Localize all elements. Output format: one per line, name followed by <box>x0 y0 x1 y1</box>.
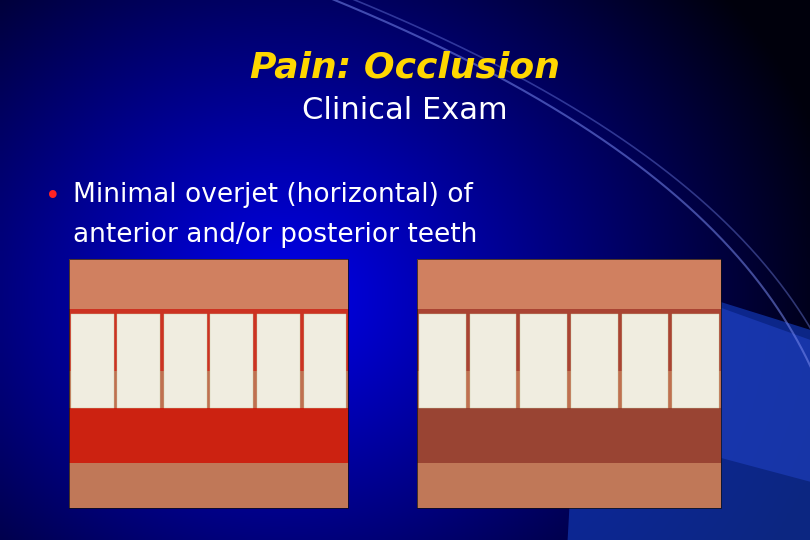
Bar <box>164 314 207 408</box>
Bar <box>470 314 517 408</box>
Bar <box>571 314 617 408</box>
Text: Pain: Occlusion: Pain: Occlusion <box>250 51 560 84</box>
Bar <box>211 314 254 408</box>
Bar <box>69 259 348 508</box>
Bar <box>417 463 721 508</box>
Text: Clinical Exam: Clinical Exam <box>302 96 508 125</box>
Polygon shape <box>616 270 810 486</box>
Bar <box>117 314 160 408</box>
Bar <box>70 314 113 408</box>
Bar <box>622 314 668 408</box>
Bar <box>304 314 347 408</box>
Bar <box>420 314 466 408</box>
Bar <box>672 314 719 408</box>
Bar <box>69 463 348 508</box>
Bar <box>417 408 721 508</box>
Bar <box>520 314 567 408</box>
Text: Minimal overjet (horizontal) of: Minimal overjet (horizontal) of <box>73 183 473 208</box>
Bar <box>417 259 721 508</box>
Bar <box>417 259 721 508</box>
Bar <box>257 314 300 408</box>
Bar <box>69 259 348 309</box>
Bar <box>69 408 348 508</box>
Bar <box>417 309 721 371</box>
Bar <box>417 259 721 309</box>
Polygon shape <box>567 259 810 540</box>
Text: •: • <box>45 184 61 210</box>
Bar <box>69 259 348 508</box>
Text: anterior and/or posterior teeth: anterior and/or posterior teeth <box>73 222 477 248</box>
Bar <box>69 309 348 371</box>
